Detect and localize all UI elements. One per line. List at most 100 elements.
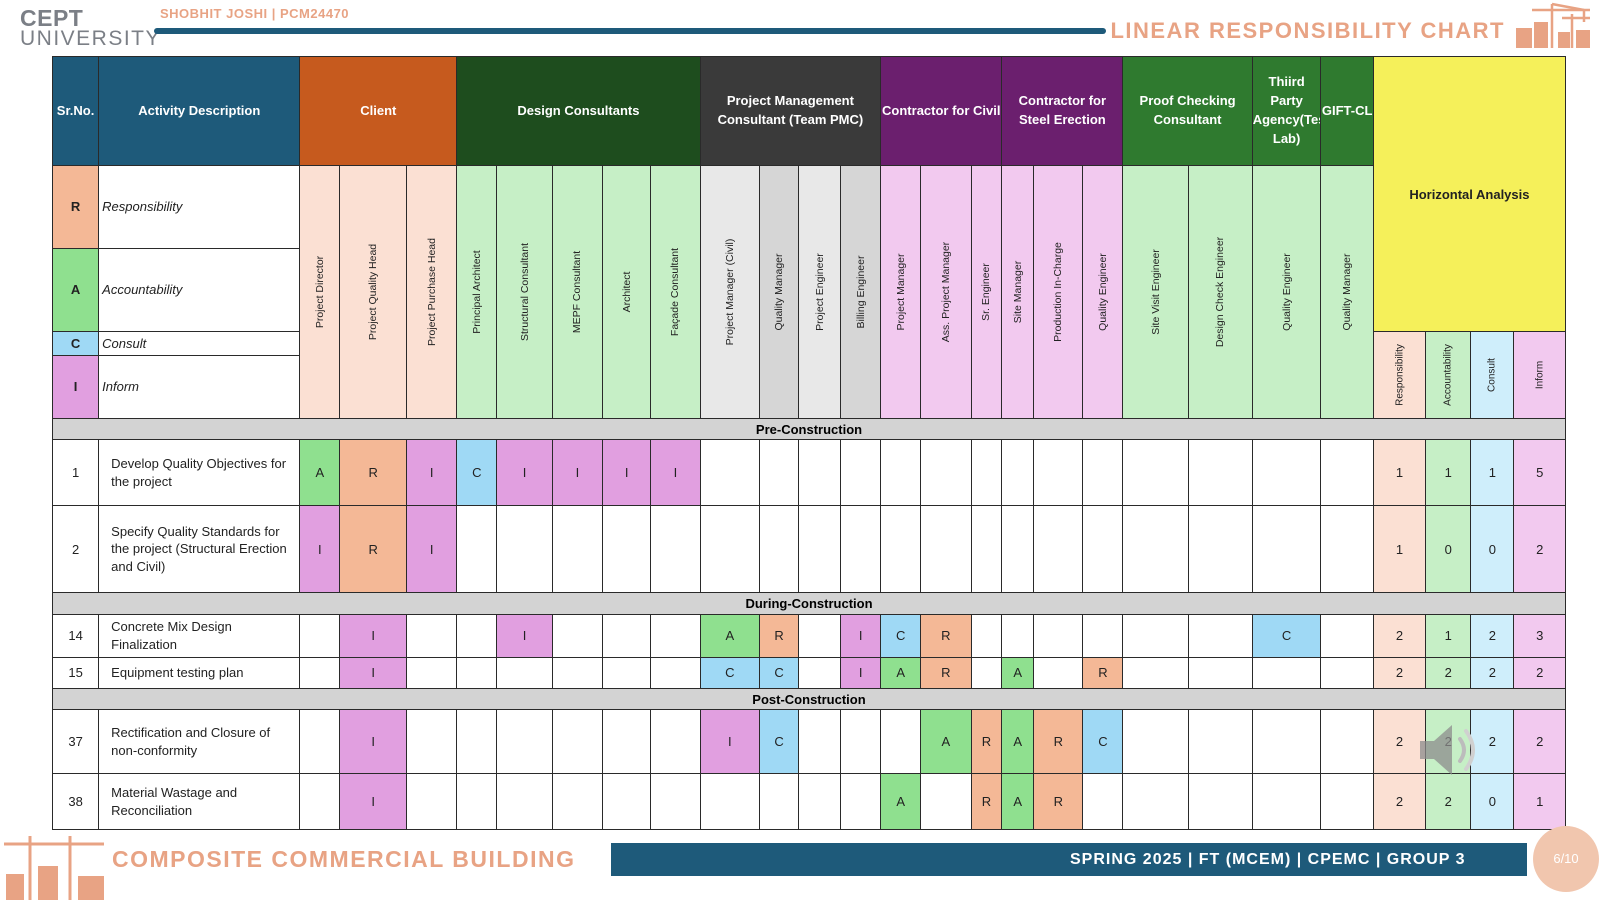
chart-title: LINEAR RESPONSIBILITY CHART bbox=[1110, 18, 1505, 43]
sr-number: 15 bbox=[51, 656, 100, 689]
analysis-count: 0 bbox=[1470, 773, 1515, 830]
role-label: Structural Consultant bbox=[518, 242, 531, 342]
phase-header: Post-Construction bbox=[52, 687, 1566, 711]
role-label: Project Manager bbox=[894, 253, 907, 331]
responsibility-cell bbox=[880, 505, 922, 593]
group-header: Contractor for Civil bbox=[880, 55, 1003, 167]
analysis-count: 2 bbox=[1513, 505, 1566, 593]
group-header: GIFT-CL bbox=[1320, 55, 1374, 167]
responsibility-cell: C bbox=[1251, 613, 1322, 658]
project-title: COMPOSITE COMMERCIAL BUILDING bbox=[112, 846, 576, 872]
responsibility-cell bbox=[650, 773, 701, 830]
role-label: Production In-Charge bbox=[1052, 242, 1065, 342]
responsibility-cell bbox=[406, 709, 458, 775]
role-header: Project Manager (Civil) bbox=[699, 165, 761, 419]
role-header: Principal Architect bbox=[456, 165, 498, 419]
responsibility-cell: A bbox=[1001, 656, 1035, 689]
responsibility-cell bbox=[1033, 505, 1084, 593]
responsibility-cell bbox=[1001, 439, 1035, 507]
responsibility-cell: A bbox=[699, 613, 761, 658]
logo-line-1: CEPT bbox=[20, 5, 84, 31]
group-header: Project Management Consultant (Team PMC) bbox=[699, 55, 882, 167]
role-header: Quality Manager bbox=[759, 165, 800, 419]
responsibility-cell bbox=[602, 773, 652, 830]
phase-header: During-Construction bbox=[52, 591, 1566, 615]
responsibility-cell bbox=[551, 773, 604, 830]
role-label: Principal Architect bbox=[470, 250, 483, 334]
responsibility-cell bbox=[1251, 439, 1322, 507]
role-label: Ass. Project Manager bbox=[939, 241, 952, 343]
responsibility-cell bbox=[456, 613, 498, 658]
responsibility-cell bbox=[1122, 439, 1190, 507]
responsibility-cell: I bbox=[496, 613, 553, 658]
responsibility-cell bbox=[406, 613, 458, 658]
construction-crane-icon bbox=[1516, 2, 1590, 48]
responsibility-cell bbox=[406, 773, 458, 830]
responsibility-cell bbox=[1320, 773, 1374, 830]
role-label: Project Director bbox=[313, 255, 326, 329]
responsibility-cell: I bbox=[339, 613, 408, 658]
role-label: Billing Engineer bbox=[854, 255, 867, 329]
responsibility-cell bbox=[1001, 505, 1035, 593]
responsibility-cell: I bbox=[406, 439, 458, 507]
responsibility-cell bbox=[650, 656, 701, 689]
responsibility-cell bbox=[1320, 709, 1374, 775]
activity-description: Concrete Mix Design Finalization bbox=[98, 613, 301, 658]
responsibility-cell bbox=[496, 709, 553, 775]
analysis-count: 2 bbox=[1470, 613, 1515, 658]
responsibility-cell bbox=[798, 656, 842, 689]
responsibility-cell bbox=[840, 709, 882, 775]
responsibility-cell bbox=[602, 709, 652, 775]
key-code: A bbox=[51, 247, 100, 333]
responsibility-cell: I bbox=[699, 709, 761, 775]
responsibility-cell bbox=[456, 656, 498, 689]
analysis-count: 0 bbox=[1470, 505, 1515, 593]
responsibility-cell bbox=[1082, 773, 1124, 830]
responsibility-cell bbox=[602, 505, 652, 593]
responsibility-cell bbox=[798, 709, 842, 775]
page-number-badge: 6/10 bbox=[1533, 826, 1599, 892]
sr-number: 1 bbox=[51, 439, 100, 507]
role-header: Production In-Charge bbox=[1033, 165, 1084, 419]
responsibility-cell bbox=[1082, 505, 1124, 593]
responsibility-cell: I bbox=[551, 439, 604, 507]
role-header: Project Manager bbox=[880, 165, 922, 419]
role-label: Site Visit Engineer bbox=[1149, 249, 1162, 335]
responsibility-chart-table: Sr.No. Activity Description Client Design C… bbox=[51, 55, 1567, 830]
responsibility-cell bbox=[456, 505, 498, 593]
role-label: Design Check Engineer bbox=[1214, 236, 1227, 348]
role-header: Project Quality Head bbox=[339, 165, 408, 419]
horizontal-analysis-header: Horizontal Analysis bbox=[1372, 55, 1567, 333]
responsibility-cell bbox=[759, 773, 800, 830]
responsibility-cell bbox=[650, 709, 701, 775]
analysis-count: 1 bbox=[1513, 773, 1566, 830]
role-label: MEPF Consultant bbox=[571, 250, 584, 334]
responsibility-cell bbox=[1122, 773, 1190, 830]
responsibility-cell: R bbox=[759, 613, 800, 658]
activity-description: Equipment testing plan bbox=[98, 656, 301, 689]
responsibility-cell bbox=[1188, 656, 1253, 689]
speaker-icon[interactable] bbox=[1412, 715, 1482, 785]
responsibility-cell bbox=[1320, 613, 1374, 658]
analysis-count: 2 bbox=[1372, 773, 1427, 830]
responsibility-cell bbox=[551, 505, 604, 593]
responsibility-cell bbox=[1033, 613, 1084, 658]
responsibility-cell: R bbox=[970, 709, 1003, 775]
responsibility-cell bbox=[299, 709, 341, 775]
responsibility-cell bbox=[699, 439, 761, 507]
group-header: Contractor for Steel Erection bbox=[1001, 55, 1124, 167]
group-header: Design Consultants bbox=[456, 55, 701, 167]
responsibility-cell bbox=[699, 505, 761, 593]
responsibility-cell bbox=[1320, 505, 1374, 593]
role-header: Billing Engineer bbox=[840, 165, 882, 419]
role-label: Quality Manager bbox=[773, 253, 786, 331]
group-header: Client bbox=[299, 55, 458, 167]
responsibility-cell: I bbox=[299, 505, 341, 593]
responsibility-cell bbox=[456, 773, 498, 830]
analysis-column-header: Responsibility bbox=[1372, 331, 1427, 419]
responsibility-cell bbox=[840, 773, 882, 830]
analysis-count: 1 bbox=[1425, 439, 1472, 507]
responsibility-cell bbox=[798, 773, 842, 830]
responsibility-cell bbox=[798, 613, 842, 658]
role-header: Sr. Engineer bbox=[970, 165, 1003, 419]
